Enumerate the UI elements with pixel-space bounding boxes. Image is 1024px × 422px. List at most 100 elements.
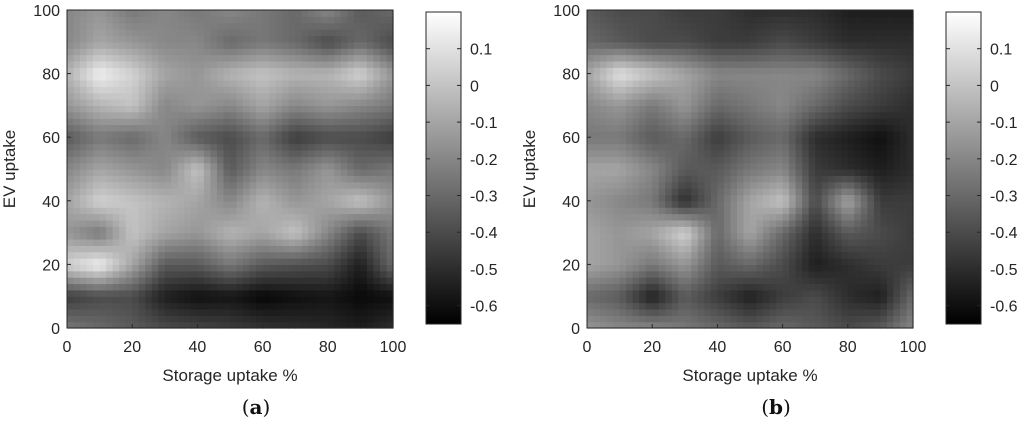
heatmap-b-cell (658, 315, 666, 323)
heatmap-a-cell (334, 60, 342, 68)
heatmap-a-cell (262, 181, 270, 189)
heatmap-b-cell (782, 41, 790, 49)
heatmap-a-cell (138, 162, 146, 170)
heatmap-b-cell (632, 143, 640, 151)
heatmap-a-cell (230, 296, 238, 304)
heatmap-a-cell (93, 264, 101, 272)
heatmap-b-cell (652, 296, 660, 304)
heatmap-b-cell (750, 238, 758, 246)
heatmap-a-cell (73, 54, 81, 62)
heatmap-a-cell (334, 156, 342, 164)
heatmap-a-cell (386, 41, 394, 49)
heatmap-a-cell (373, 156, 381, 164)
heatmap-a-cell (366, 118, 375, 126)
heatmap-a-cell (80, 162, 88, 170)
heatmap-a-cell (171, 188, 179, 196)
heatmap-b-cell (808, 124, 816, 132)
heatmap-a-cell (295, 118, 303, 126)
heatmap-b-cell (665, 251, 673, 259)
heatmap-a-cell (138, 283, 146, 291)
heatmap-a-cell (158, 86, 166, 94)
heatmap-a-cell (151, 283, 159, 291)
heatmap-b-cell (834, 277, 842, 285)
heatmap-b-cell (671, 48, 679, 56)
heatmap-b-cell (658, 169, 666, 176)
heatmap-a-cell (360, 99, 368, 106)
heatmap-b-cell (886, 35, 895, 43)
heatmap-b-cell (619, 79, 627, 87)
heatmap-b-cell (789, 99, 797, 106)
heatmap-b-cell (704, 86, 712, 94)
heatmap-b-cell (854, 92, 862, 100)
heatmap-b-cell (743, 73, 751, 81)
heatmap-a-cell (190, 86, 198, 94)
heatmap-a-cell (132, 169, 140, 176)
heatmap-a-cell (106, 308, 114, 316)
heatmap-a-cell (256, 16, 264, 24)
heatmap-b-cell (899, 232, 908, 240)
heatmap-a-cell (353, 232, 361, 240)
heatmap-b-cell (587, 302, 595, 310)
heatmap-a-cell (334, 92, 342, 100)
heatmap-a-cell (386, 194, 394, 202)
heatmap-b-cell (697, 289, 705, 297)
heatmap-b-cell (606, 16, 614, 24)
heatmap-b-cell (658, 194, 666, 202)
heatmap-a-cell (210, 270, 218, 278)
heatmap-a-cell (197, 188, 205, 196)
heatmap-b-cell (593, 188, 601, 196)
heatmap-a-cell (230, 258, 238, 265)
heatmap-a-cell (340, 149, 348, 157)
heatmap-a-cell (106, 169, 114, 176)
heatmap-b-cell (658, 277, 666, 285)
heatmap-b-cell (723, 162, 732, 170)
heatmap-a-cell (73, 156, 81, 164)
heatmap-a-cell (216, 169, 225, 176)
heatmap-a-cell (353, 289, 361, 297)
heatmap-b-cell (860, 29, 868, 37)
heatmap-b-cell (769, 188, 777, 196)
heatmap-a-cell (197, 156, 205, 164)
heatmap-b-cell (776, 35, 784, 43)
heatmap-a-cell (373, 181, 381, 189)
heatmap-b-cell (723, 283, 732, 291)
heatmap-a-cell (106, 16, 114, 24)
heatmap-a-cell (386, 73, 394, 81)
heatmap-b-cell (704, 188, 712, 196)
heatmap-b-cell (847, 92, 855, 100)
heatmap-a-cell (210, 277, 218, 285)
heatmap-b-cell (704, 156, 712, 164)
heatmap-b-cell (821, 283, 829, 291)
heatmap-b-cell (613, 308, 621, 316)
heatmap-b-cell (626, 226, 634, 234)
heatmap-b-cell (769, 137, 777, 145)
heatmap-a-cell (93, 10, 101, 17)
heatmap-b-cell (899, 162, 908, 170)
heatmap-a-cell (73, 105, 81, 113)
heatmap-a-cell (256, 181, 264, 189)
heatmap-a-cell (360, 251, 368, 259)
heatmap-b-cell (815, 79, 823, 87)
heatmap-a-cell (210, 283, 218, 291)
heatmap-b-cell (893, 29, 901, 37)
heatmap-a-cell (125, 188, 133, 196)
heatmap-a-cell (275, 60, 283, 68)
heatmap-a-cell (295, 302, 303, 310)
heatmap-a-cell (334, 251, 342, 259)
heatmap-b-cell (613, 29, 621, 37)
heatmap-b-cell (860, 149, 868, 157)
heatmap-b-cell (658, 60, 666, 68)
heatmap-a-cell (216, 219, 225, 227)
heatmap-b-cell (619, 67, 627, 75)
heatmap-b-cell (736, 226, 745, 234)
heatmap-b-cell (867, 54, 875, 62)
heatmap-b-cell (717, 238, 725, 246)
heatmap-a-cell (275, 130, 283, 138)
heatmap-b-cell (873, 149, 881, 157)
heatmap-a-cell (386, 118, 394, 126)
heatmap-b-cell (795, 302, 803, 310)
heatmap-a-cell (262, 289, 270, 297)
heatmap-b-cell (619, 137, 627, 145)
heatmap-a-cell (334, 219, 342, 227)
heatmap-a-cell (379, 111, 388, 119)
